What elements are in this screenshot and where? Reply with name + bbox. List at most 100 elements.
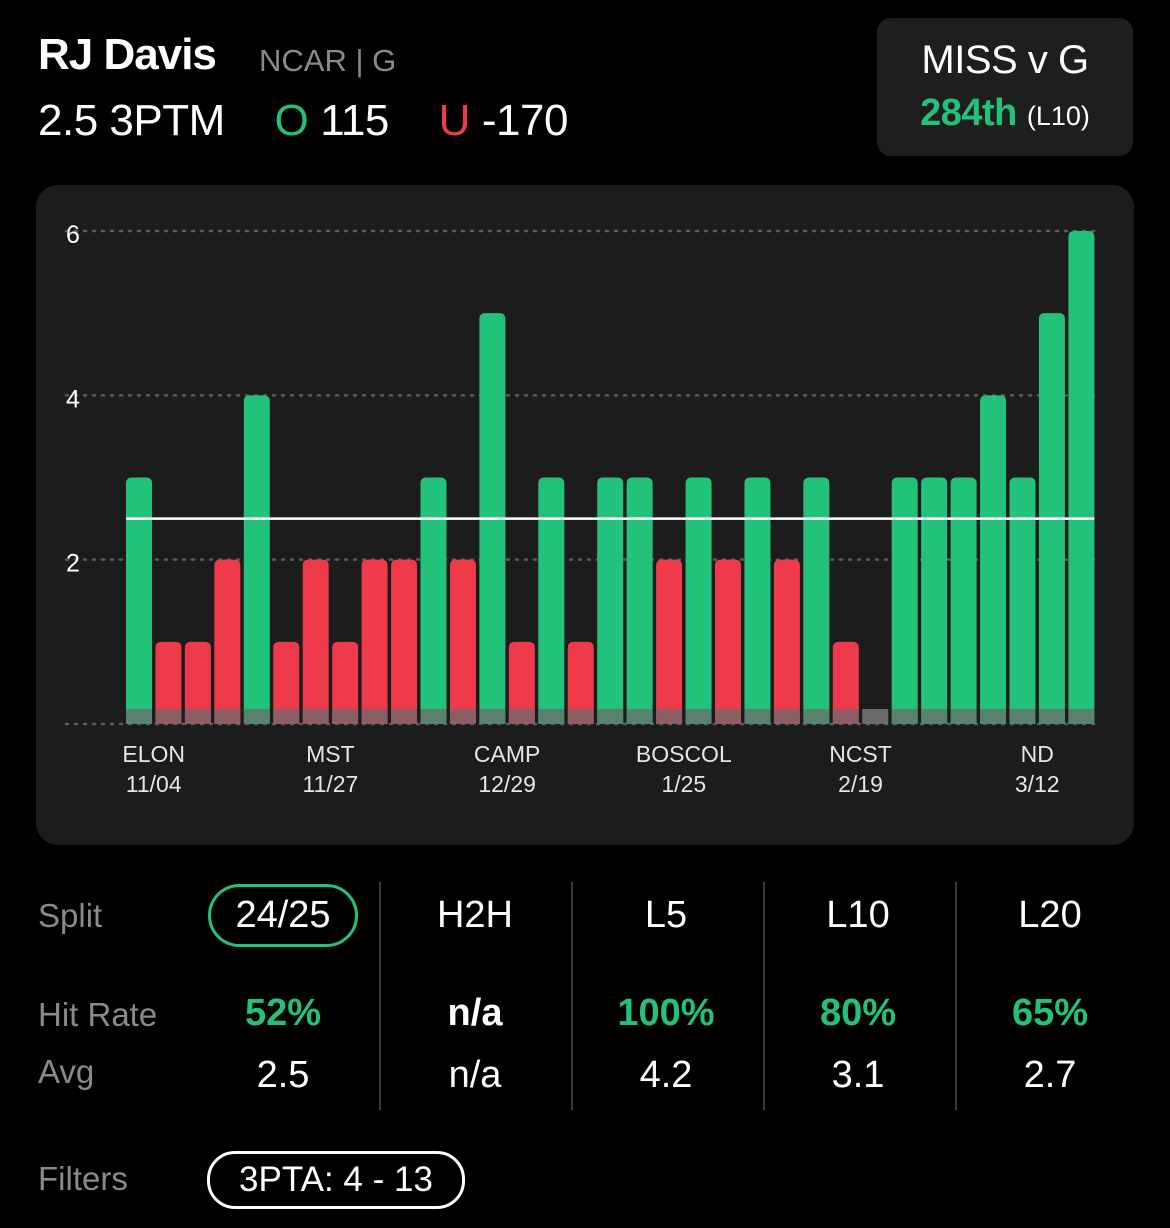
game-bar[interactable]	[449, 559, 476, 724]
opponent-matchup: MISS v G	[921, 38, 1089, 82]
hit-rate-l20: 65%	[1011, 992, 1089, 1034]
game-bar-base	[449, 709, 476, 724]
game-bar[interactable]	[155, 641, 182, 724]
avg-l10: 3.1	[831, 1054, 885, 1096]
game-bar-base	[715, 709, 741, 724]
game-bar-base	[950, 709, 977, 724]
x-tick-team: ND	[1021, 741, 1054, 767]
game-bar[interactable]	[420, 477, 447, 725]
game-bar-base	[891, 709, 918, 724]
x-tick-team: BOSCOL	[636, 741, 732, 767]
game-bar[interactable]	[361, 559, 388, 724]
game-bar-base	[126, 709, 152, 724]
game-bar-base	[567, 709, 594, 724]
hit-rate-h2h: n/a	[447, 992, 503, 1034]
game-bar-base	[656, 709, 683, 724]
split-divider	[955, 882, 957, 1110]
game-bar[interactable]	[980, 395, 1007, 724]
opponent-rank-card[interactable]: MISS v G 284th (L10)	[877, 18, 1133, 156]
avg-season: 2.5	[256, 1054, 310, 1096]
game-bar-base	[803, 709, 830, 724]
x-tick-date: 11/27	[302, 771, 358, 797]
game-bar[interactable]	[302, 559, 329, 724]
game-bar[interactable]	[921, 477, 948, 725]
game-bar[interactable]	[567, 641, 594, 724]
game-bar-base	[479, 709, 506, 724]
game-bar-base	[685, 709, 712, 724]
split-tab-l5[interactable]: L5	[644, 894, 688, 936]
over-option[interactable]: O 115	[274, 96, 400, 145]
game-bar-base	[626, 709, 653, 724]
game-bar[interactable]	[1009, 477, 1036, 725]
game-bar-base	[832, 709, 859, 724]
game-bar-base	[302, 709, 329, 724]
hit-rate-season: 52%	[244, 992, 322, 1034]
split-divider	[379, 882, 381, 1110]
game-bar[interactable]	[332, 641, 359, 724]
split-divider	[571, 882, 573, 1110]
split-tab-season-label: 24/25	[208, 884, 358, 947]
game-bar[interactable]	[744, 477, 771, 725]
x-tick-team: NCST	[829, 741, 892, 767]
game-bar[interactable]	[126, 477, 152, 725]
game-log-bar-chart: 2 4 6 ELON 11/04 MST 11/27 CAMP 12/29 BOSCOL 1/25 N…	[64, 221, 1103, 797]
split-tab-h2h[interactable]: H2H	[436, 894, 514, 936]
x-tick-team: CAMP	[474, 741, 540, 767]
game-bar[interactable]	[773, 559, 800, 724]
game-bar-base	[332, 709, 359, 724]
y-tick-label: 4	[66, 385, 80, 413]
split-tab-l20[interactable]: L20	[1018, 894, 1082, 936]
avg-l5: 4.2	[639, 1054, 693, 1096]
game-bar-base	[214, 709, 241, 724]
game-bar[interactable]	[656, 559, 683, 724]
x-tick-date: 12/29	[478, 771, 536, 797]
split-tab-season[interactable]: 24/25	[188, 884, 378, 947]
game-bar-base	[420, 709, 447, 724]
game-bar[interactable]	[184, 641, 211, 724]
game-bar-base	[184, 709, 211, 724]
game-bar[interactable]	[538, 477, 565, 725]
game-bar-base	[243, 709, 270, 724]
game-bar[interactable]	[243, 395, 270, 724]
x-tick-date: 3/12	[1015, 771, 1060, 797]
game-bar[interactable]	[832, 641, 859, 724]
game-bar-base	[1068, 709, 1095, 724]
hit-rate-label: Hit Rate	[38, 996, 158, 1033]
split-tab-l10[interactable]: L10	[826, 894, 890, 936]
game-bar[interactable]	[508, 641, 535, 724]
game-bar[interactable]	[626, 477, 653, 725]
filters-label: Filters	[38, 1160, 128, 1197]
game-bar[interactable]	[273, 641, 300, 724]
game-bar[interactable]	[214, 559, 241, 724]
hit-rate-l10: 80%	[819, 992, 897, 1034]
game-bar-base	[1009, 709, 1036, 724]
x-tick-date: 11/04	[126, 771, 182, 797]
over-letter: O	[274, 96, 309, 145]
game-bar-base	[538, 709, 565, 724]
team-position: NCAR | G	[259, 43, 397, 78]
x-tick-date: 1/25	[661, 771, 706, 797]
game-bar[interactable]	[715, 559, 741, 724]
game-bar[interactable]	[891, 477, 918, 725]
under-letter: U	[438, 96, 471, 145]
game-bar[interactable]	[803, 477, 830, 725]
over-odds: 115	[320, 96, 389, 145]
game-bar-base	[862, 709, 889, 724]
game-bar-base	[773, 709, 800, 724]
game-bar-base	[1038, 709, 1065, 724]
x-tick-date: 2/19	[838, 771, 883, 797]
game-bar[interactable]	[1068, 231, 1095, 724]
opponent-rank-row: 284th (L10)	[877, 92, 1133, 135]
game-bar[interactable]	[950, 477, 977, 725]
split-divider	[763, 882, 765, 1110]
under-option[interactable]: U -170	[438, 96, 569, 145]
prop-line-row: 2.5 3PTM O 115 U -170	[38, 96, 568, 146]
game-bar[interactable]	[391, 559, 418, 724]
game-bar-base	[391, 709, 418, 724]
game-bar[interactable]	[685, 477, 712, 725]
filter-chip-3pta[interactable]: 3PTA: 4 - 13	[207, 1151, 465, 1209]
game-bar[interactable]	[597, 477, 624, 725]
opponent-rank-window: (L10)	[1026, 101, 1090, 131]
prop-line: 2.5 3PTM	[38, 96, 225, 145]
avg-h2h: n/a	[448, 1054, 502, 1096]
